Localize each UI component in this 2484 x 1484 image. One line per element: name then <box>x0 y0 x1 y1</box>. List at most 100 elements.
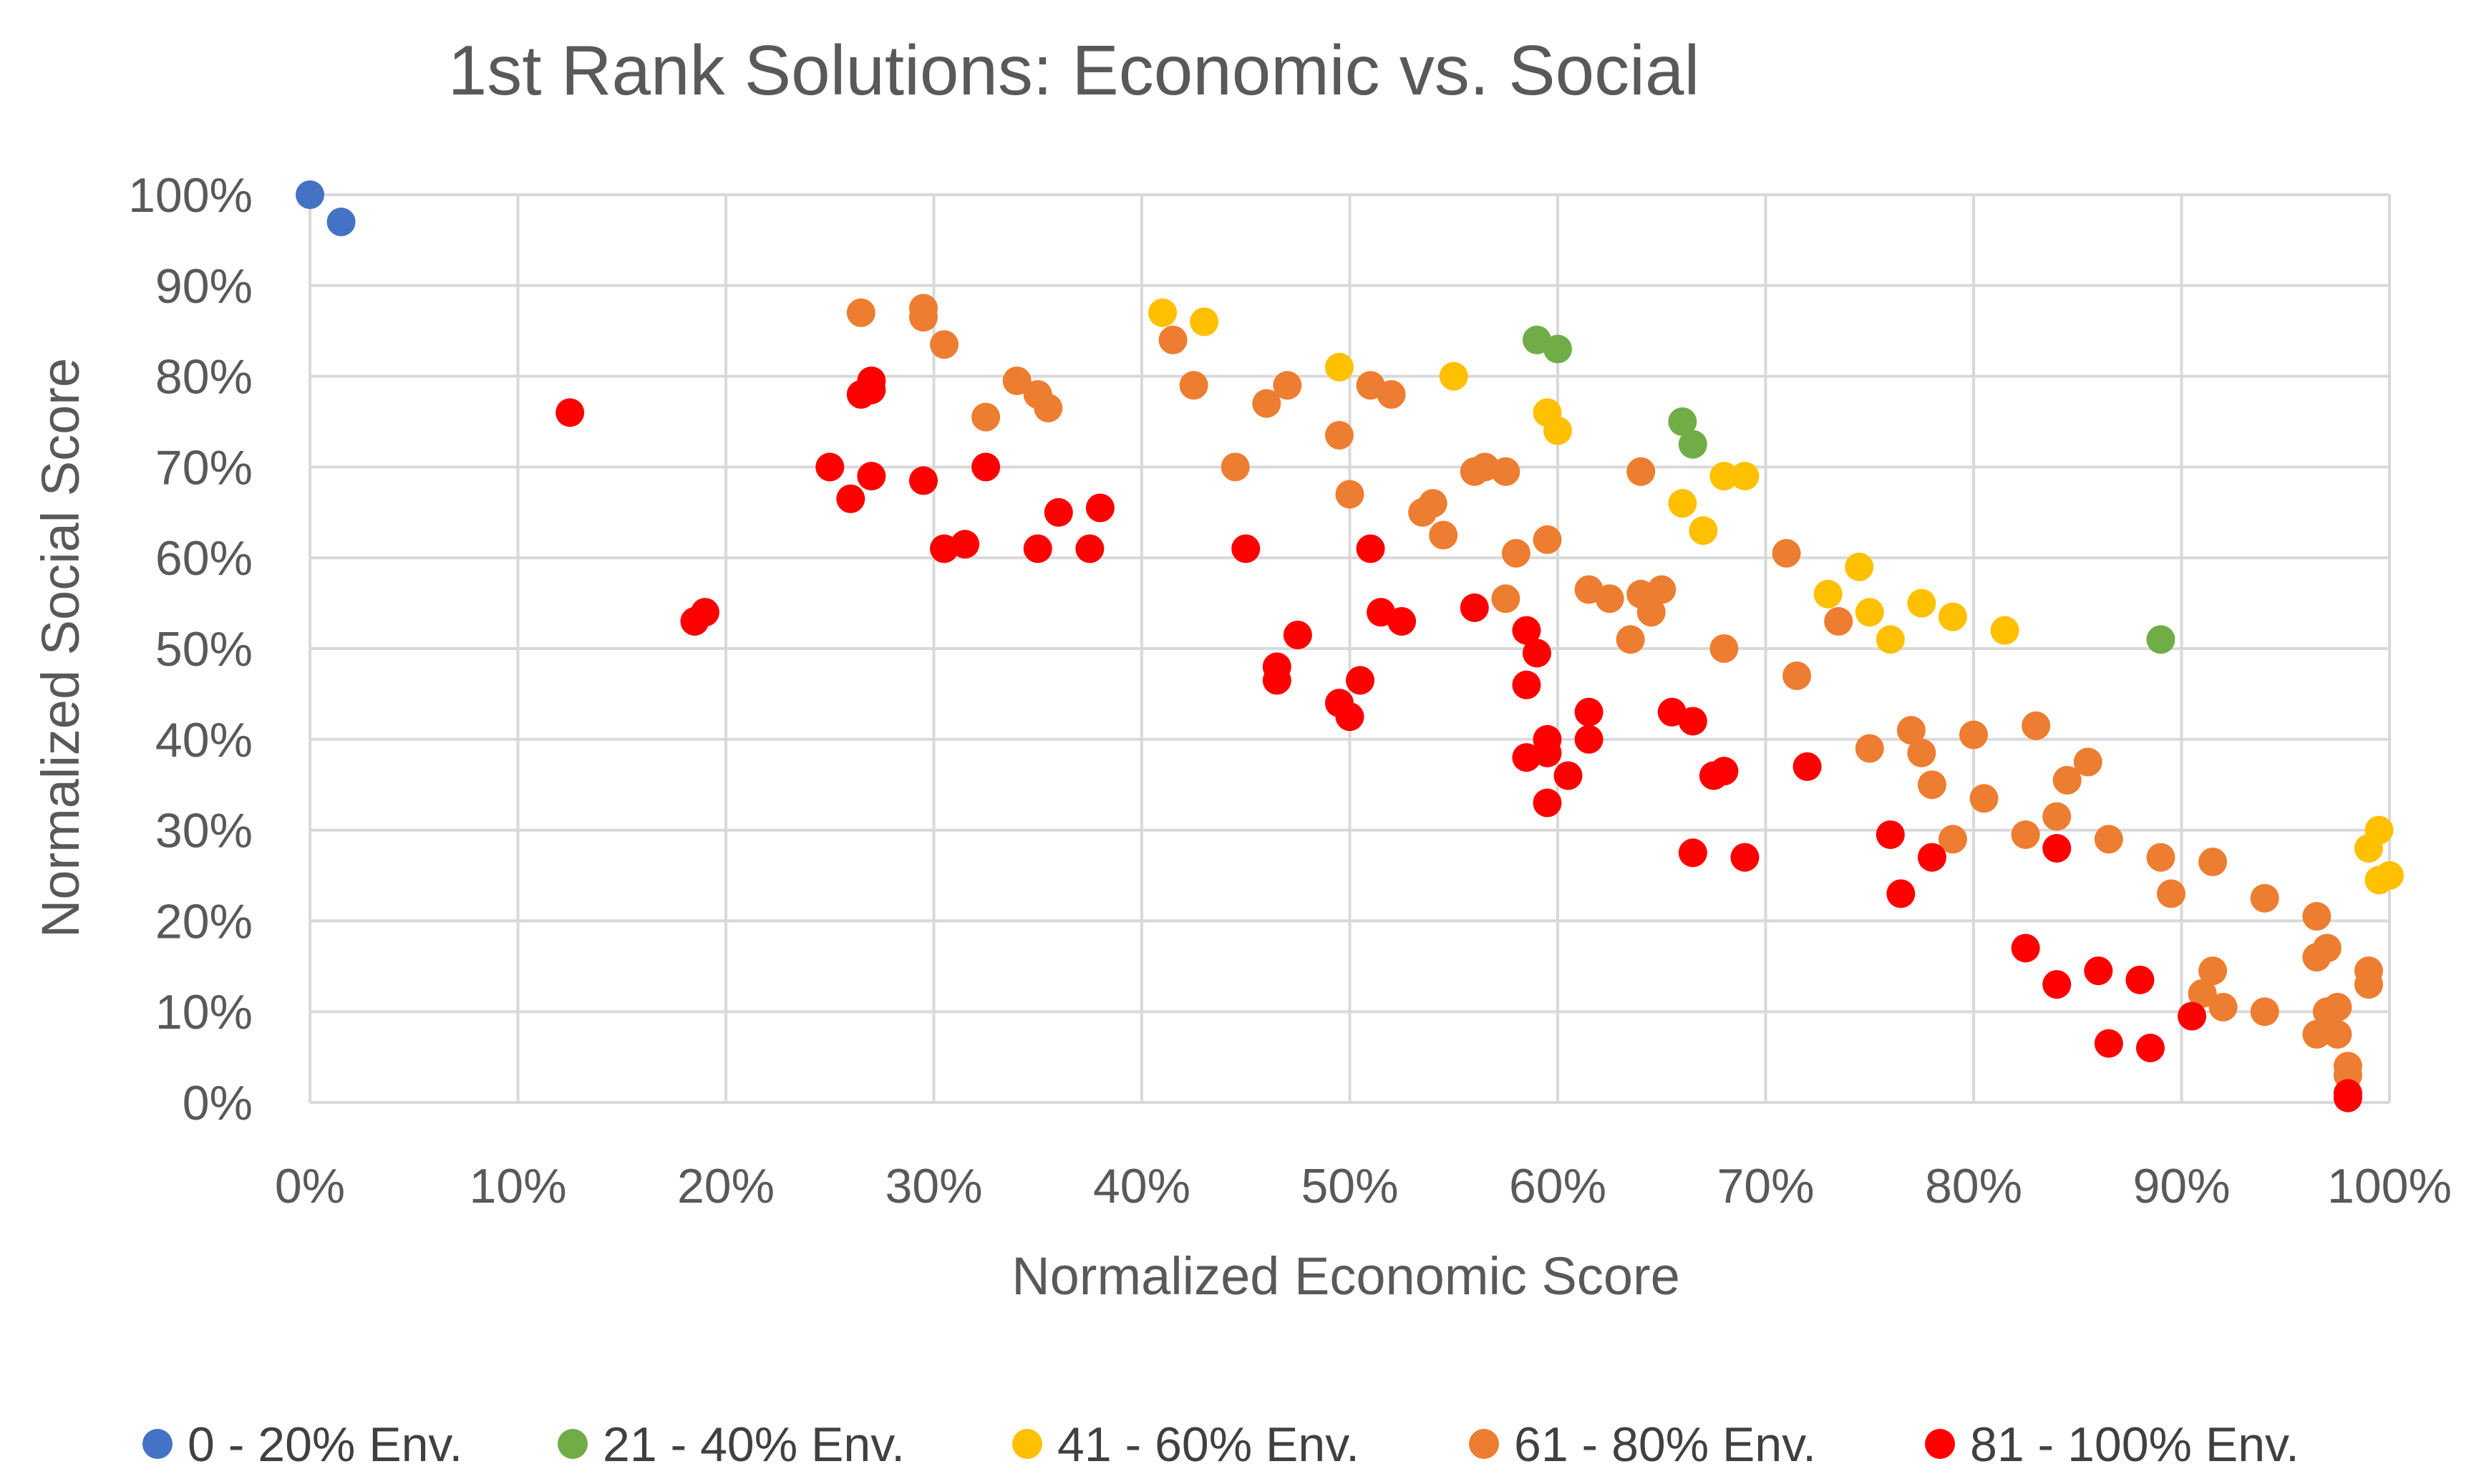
data-point <box>690 598 719 627</box>
data-point <box>2073 747 2102 777</box>
data-point <box>1439 362 1468 391</box>
x-tick-label: 0% <box>275 1159 345 1213</box>
data-point <box>1044 498 1073 527</box>
data-point <box>1252 389 1281 418</box>
data-point <box>1085 493 1115 523</box>
legend-marker <box>1012 1429 1042 1459</box>
x-tick-labels: 0% 10% 20% 30% 40% 50% 60% 70% 80% 90% 100% <box>275 1159 2452 1213</box>
y-tick-label: 0% <box>183 1076 253 1130</box>
data-point <box>2094 1029 2123 1058</box>
data-point <box>971 402 1001 432</box>
data-point <box>1543 416 1572 445</box>
data-point <box>2094 825 2123 854</box>
x-tick-label: 50% <box>1301 1159 1398 1213</box>
data-point <box>1616 625 1645 654</box>
data-point <box>1460 593 1489 622</box>
data-point <box>1896 716 1926 745</box>
data-point <box>1324 421 1354 450</box>
data-point <box>1283 620 1312 649</box>
series-5 <box>555 366 2362 1112</box>
legend-item: 21 - 40% Env. <box>558 1417 905 1472</box>
data-point <box>1574 724 1604 754</box>
data-point <box>1647 575 1677 604</box>
data-point <box>1938 602 1967 631</box>
data-point <box>1002 366 1032 395</box>
legend-label: 21 - 40% Env. <box>603 1417 905 1472</box>
data-point <box>1907 588 1936 618</box>
data-point <box>1023 534 1052 563</box>
data-point <box>1678 707 1707 736</box>
data-point <box>1813 579 1843 608</box>
data-point <box>1855 734 1884 763</box>
data-point <box>2364 815 2394 845</box>
data-point <box>2178 1002 2207 1031</box>
data-point <box>326 208 356 237</box>
data-point <box>1772 538 1801 568</box>
x-tick-label: 90% <box>2133 1159 2230 1213</box>
data-point <box>1876 820 1905 849</box>
data-point <box>1324 352 1354 382</box>
legend: 0 - 20% Env. 21 - 40% Env. 41 - 60% Env. 61… <box>142 1417 2299 1472</box>
data-point <box>2302 1019 2332 1049</box>
y-tick-label: 60% <box>155 531 253 586</box>
data-point <box>2250 883 2279 913</box>
data-point <box>1709 757 1739 786</box>
data-point <box>1709 462 1739 491</box>
x-tick-label: 20% <box>677 1159 775 1213</box>
data-point <box>846 298 875 327</box>
data-point <box>2084 956 2113 986</box>
gridlines <box>309 193 2391 1104</box>
data-point <box>2375 861 2404 890</box>
data-point <box>1512 670 1541 699</box>
x-tick-label: 70% <box>1717 1159 1814 1213</box>
legend-label: 81 - 100% Env. <box>1970 1417 2299 1472</box>
data-point <box>1346 666 1375 695</box>
data-point <box>1689 516 1718 545</box>
data-point <box>908 466 938 495</box>
data-point <box>2135 1033 2165 1062</box>
data-point <box>2198 956 2228 986</box>
series-2 <box>1522 325 2175 654</box>
x-tick-label: 100% <box>2327 1159 2452 1213</box>
data-point <box>1782 661 1812 691</box>
data-point <box>2011 820 2040 849</box>
data-point <box>1668 489 1697 518</box>
data-point <box>1491 457 1520 486</box>
data-point <box>1190 307 1219 336</box>
data-point <box>2208 992 2238 1022</box>
data-points <box>296 180 2404 1112</box>
data-point <box>1678 838 1707 868</box>
data-point <box>1990 616 2019 645</box>
data-point <box>1730 462 1760 491</box>
data-point <box>1501 538 1530 568</box>
legend-label: 0 - 20% Env. <box>188 1417 462 1472</box>
data-point <box>815 452 845 482</box>
y-axis-label: Normalized Social Score <box>31 358 90 938</box>
data-point <box>1792 752 1822 781</box>
data-point <box>2042 802 2072 831</box>
data-point <box>1886 879 1916 908</box>
data-point <box>1876 625 1905 654</box>
data-point <box>1668 407 1697 436</box>
y-tick-labels: 0% 10% 20% 30% 40% 50% 60% 70% 80% 90% 100% <box>128 168 253 1130</box>
data-point <box>1158 325 1188 354</box>
chart-title: 1st Rank Solutions: Economic vs. Social <box>448 31 1699 110</box>
y-tick-label: 30% <box>155 804 253 858</box>
data-point <box>1335 702 1364 732</box>
x-tick-label: 60% <box>1509 1159 1606 1213</box>
data-point <box>1969 784 1999 813</box>
data-point <box>2323 1019 2352 1049</box>
data-point <box>2022 711 2051 740</box>
data-point <box>1387 606 1417 636</box>
series-4 <box>846 294 2383 1090</box>
data-point <box>1356 534 1385 563</box>
data-point <box>836 484 865 513</box>
legend-marker <box>142 1429 173 1459</box>
series-1 <box>296 180 356 237</box>
y-tick-label: 100% <box>128 168 253 223</box>
data-point <box>2146 843 2175 872</box>
data-point <box>1273 371 1302 400</box>
legend-item: 0 - 20% Env. <box>142 1417 462 1472</box>
y-tick-label: 90% <box>155 259 253 314</box>
